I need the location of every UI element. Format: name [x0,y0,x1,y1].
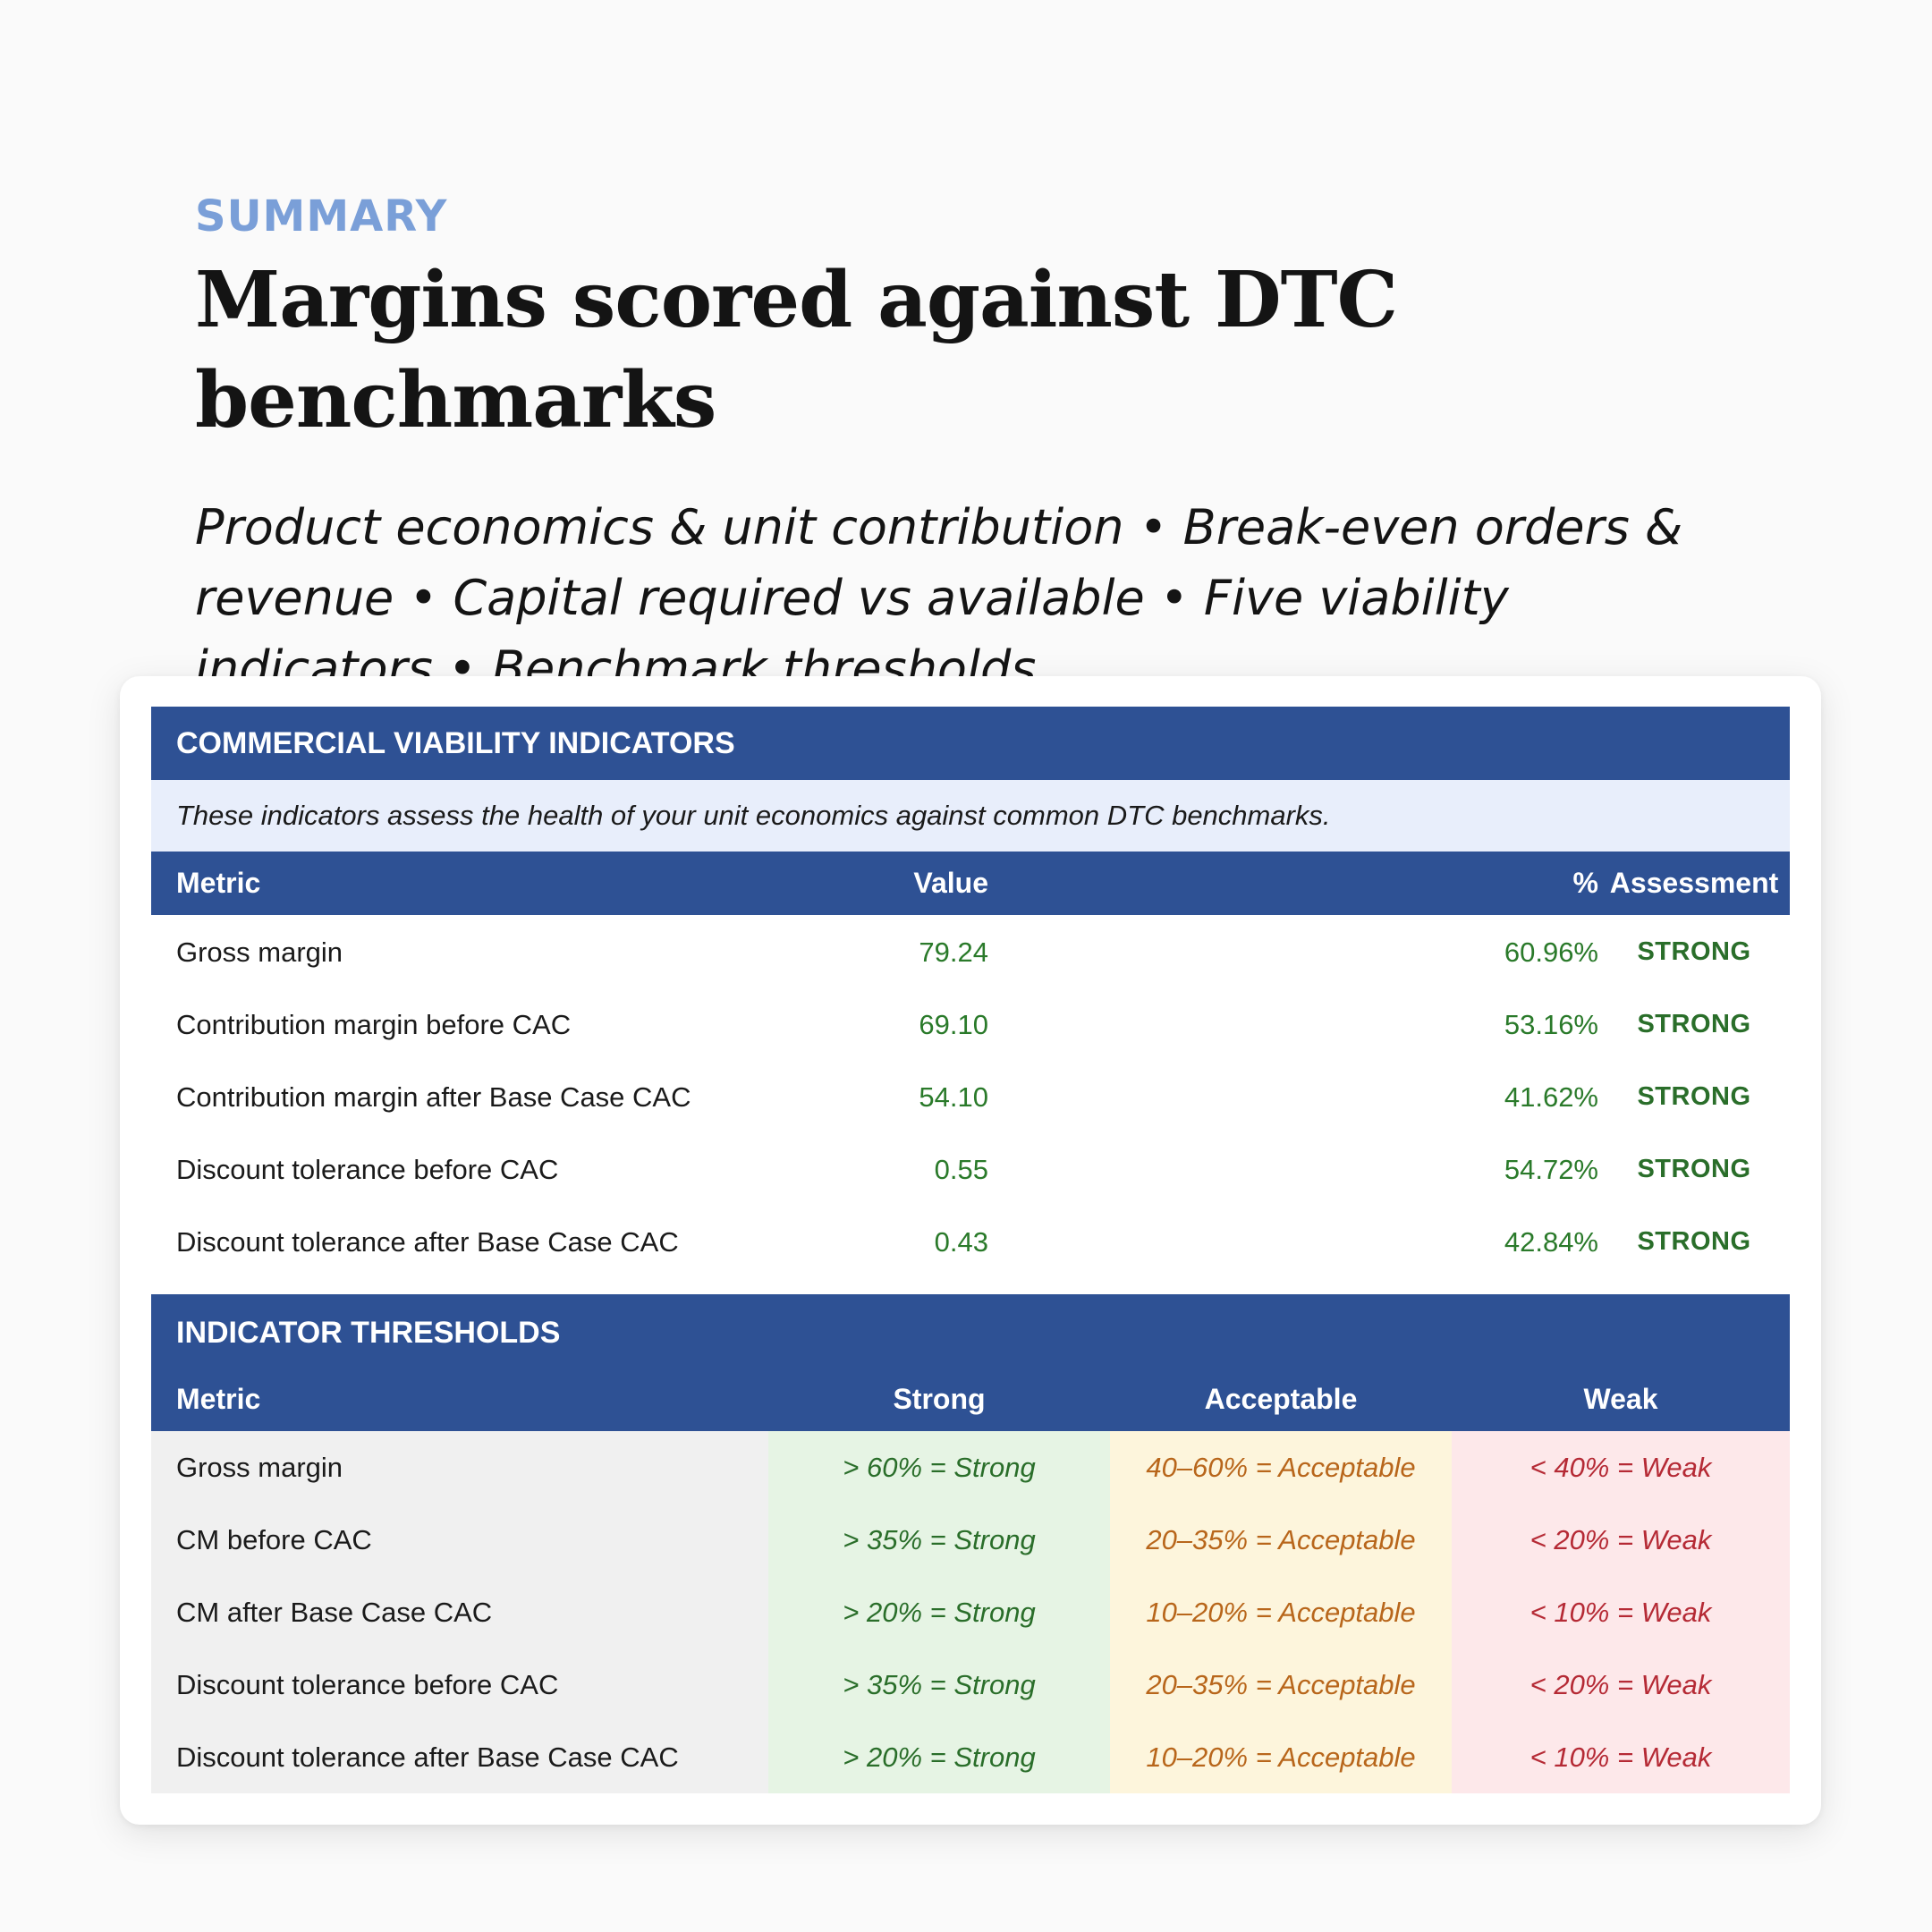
acceptable-threshold-cell: 10–20% = Acceptable [1110,1576,1452,1648]
indicators-note: These indicators assess the health of yo… [151,780,1790,852]
strong-threshold-cell: > 20% = Strong [768,1576,1110,1648]
page-title: Margins scored against DTC benchmarks [195,255,1398,445]
assessment-badge: STRONG [1637,1227,1751,1256]
metric-cell: Contribution margin after Base Case CAC [176,1080,691,1113]
table-row: CM after Base Case CAC > 20% = Strong 10… [151,1576,1790,1648]
pct-cell: 41.62% [1504,1080,1598,1113]
metric-cell: Discount tolerance after Base Case CAC [151,1721,768,1793]
metric-cell: Gross margin [151,1431,768,1504]
metric-cell: CM after Base Case CAC [151,1576,768,1648]
metric-cell: CM before CAC [151,1504,768,1576]
indicators-table-body: Gross margin 79.24 60.96% STRONG Contrib… [151,915,1790,1278]
thresholds-table-body: Gross margin > 60% = Strong 40–60% = Acc… [151,1431,1790,1793]
page-header: SUMMARY Margins scored against DTC bench… [195,188,1769,704]
column-header-acceptable: Acceptable [1204,1383,1358,1415]
metric-cell: Contribution margin before CAC [176,1008,572,1040]
indicators-section-title: COMMERCIAL VIABILITY INDICATORS [151,707,1790,780]
pct-cell: 53.16% [1504,1008,1598,1040]
assessment-badge: STRONG [1637,1082,1751,1111]
weak-threshold-cell: < 20% = Weak [1452,1648,1790,1721]
weak-threshold-cell: < 20% = Weak [1452,1504,1790,1576]
table-row: Gross margin 79.24 60.96% STRONG [151,916,1790,988]
report-sheet: COMMERCIAL VIABILITY INDICATORS These in… [151,707,1790,1793]
metric-cell: Gross margin [176,936,343,968]
acceptable-threshold-cell: 20–35% = Acceptable [1110,1648,1452,1721]
column-header-strong: Strong [893,1383,986,1415]
value-cell: 54.10 [919,1080,988,1113]
section-spacer [151,1278,1790,1294]
thresholds-section-title: INDICATOR THRESHOLDS [151,1294,1790,1368]
page-subtitle: Product economics & unit contribution • … [195,499,1683,697]
table-row: Contribution margin after Base Case CAC … [151,1061,1790,1133]
acceptable-threshold-cell: 40–60% = Acceptable [1110,1431,1452,1504]
acceptable-threshold-cell: 10–20% = Acceptable [1110,1721,1452,1793]
value-cell: 0.43 [934,1225,988,1258]
table-row: Discount tolerance before CAC > 35% = St… [151,1648,1790,1721]
weak-threshold-cell: < 10% = Weak [1452,1721,1790,1793]
pct-cell: 54.72% [1504,1153,1598,1185]
value-cell: 69.10 [919,1008,988,1040]
assessment-badge: STRONG [1637,1010,1751,1038]
acceptable-threshold-cell: 20–35% = Acceptable [1110,1504,1452,1576]
value-cell: 79.24 [919,936,988,968]
metric-cell: Discount tolerance after Base Case CAC [176,1225,679,1258]
strong-threshold-cell: > 60% = Strong [768,1431,1110,1504]
strong-threshold-cell: > 35% = Strong [768,1504,1110,1576]
pct-cell: 60.96% [1504,936,1598,968]
weak-threshold-cell: < 10% = Weak [1452,1576,1790,1648]
table-row: CM before CAC > 35% = Strong 20–35% = Ac… [151,1504,1790,1576]
assessment-badge: STRONG [1637,1155,1751,1183]
column-header-pct: % [1572,867,1598,899]
column-header-metric: Metric [176,1383,261,1415]
column-header-weak: Weak [1583,1383,1658,1415]
strong-threshold-cell: > 35% = Strong [768,1648,1110,1721]
section-eyebrow: SUMMARY [195,191,448,242]
table-row: Discount tolerance before CAC 0.55 54.72… [151,1133,1790,1206]
metric-cell: Discount tolerance before CAC [151,1648,768,1721]
pct-cell: 42.84% [1504,1225,1598,1258]
table-row: Contribution margin before CAC 69.10 53.… [151,988,1790,1061]
column-header-value: Value [913,867,988,899]
table-row: Discount tolerance after Base Case CAC 0… [151,1206,1790,1278]
table-row: Discount tolerance after Base Case CAC >… [151,1721,1790,1793]
report-card: COMMERCIAL VIABILITY INDICATORS These in… [120,676,1821,1825]
value-cell: 0.55 [934,1153,988,1185]
column-header-metric: Metric [176,867,261,899]
metric-cell: Discount tolerance before CAC [176,1153,559,1185]
weak-threshold-cell: < 40% = Weak [1452,1431,1790,1504]
table-row: Gross margin > 60% = Strong 40–60% = Acc… [151,1431,1790,1504]
strong-threshold-cell: > 20% = Strong [768,1721,1110,1793]
column-header-assessment: Assessment [1609,867,1779,899]
assessment-badge: STRONG [1637,937,1751,966]
thresholds-header-row: Metric Strong Acceptable Weak [151,1368,1790,1431]
indicators-header-row: Metric Value % Assessment [151,852,1790,915]
